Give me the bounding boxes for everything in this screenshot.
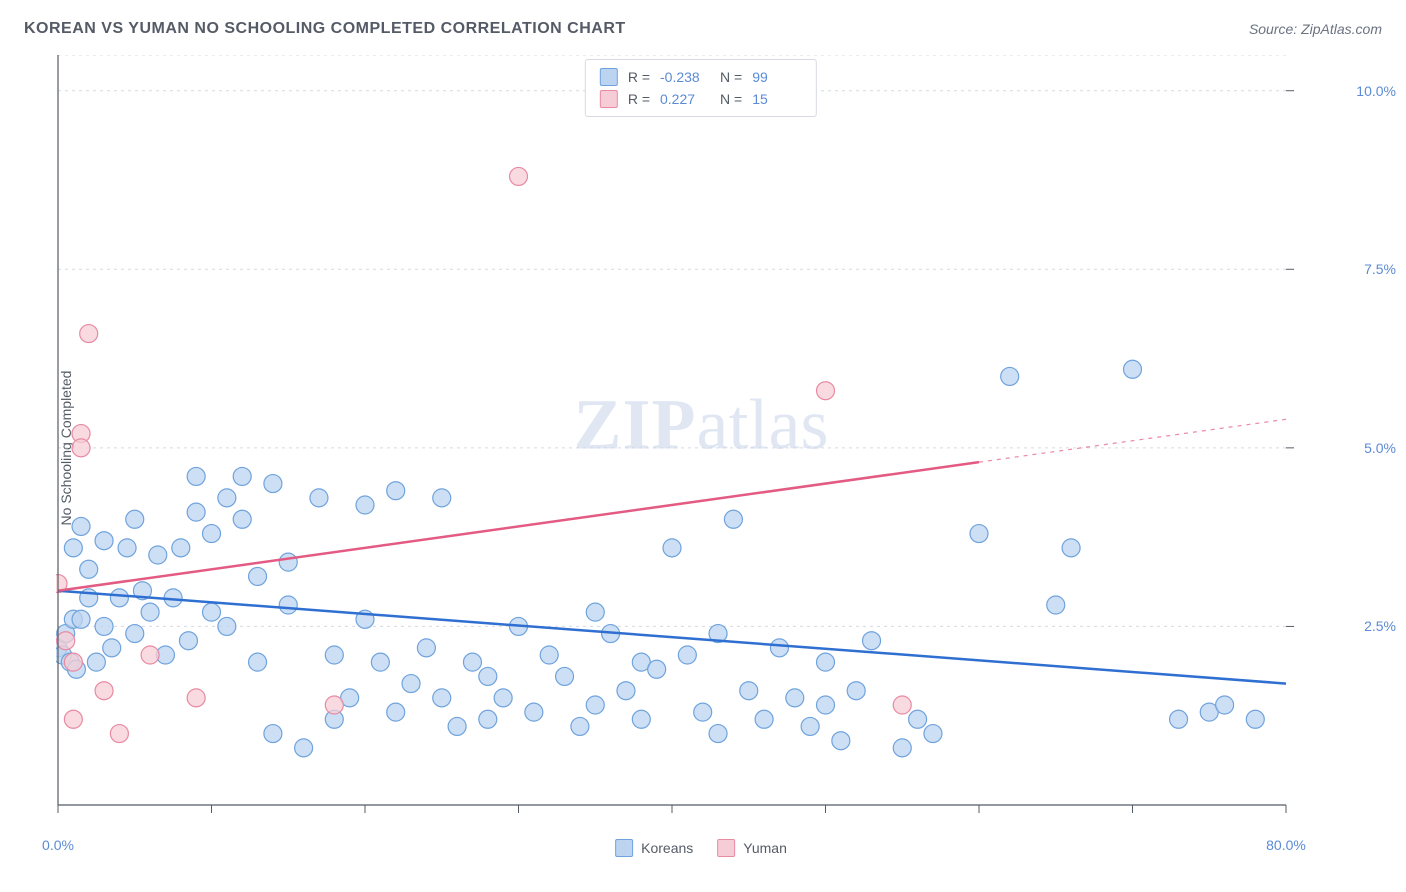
stats-r-label: R = — [628, 66, 650, 88]
chart-source: Source: ZipAtlas.com — [1249, 21, 1382, 37]
stats-n-label: N = — [720, 88, 742, 110]
x-tick-label: 0.0% — [42, 837, 74, 853]
y-tick-label: 7.5% — [1364, 261, 1396, 277]
legend-swatch — [717, 839, 735, 857]
chart-title: KOREAN VS YUMAN NO SCHOOLING COMPLETED C… — [24, 20, 626, 38]
y-tick-label: 10.0% — [1356, 83, 1396, 99]
stats-r-label: R = — [628, 88, 650, 110]
stats-n-value: 15 — [752, 88, 802, 110]
legend-item: Yuman — [717, 839, 787, 857]
series-legend: Koreans Yuman — [615, 839, 787, 857]
stats-legend: R = -0.238 N = 99 R = 0.227 N = 15 — [585, 59, 817, 117]
legend-label: Koreans — [641, 840, 693, 856]
stats-swatch — [600, 90, 618, 108]
chart-area: No Schooling Completed ZIPatlas R =-0.23… — [56, 55, 1346, 825]
stats-swatch — [600, 68, 618, 86]
legend-label: Yuman — [743, 840, 787, 856]
y-tick-label: 2.5% — [1364, 618, 1396, 634]
stats-r-value: -0.238 — [660, 66, 710, 88]
x-tick-label: 80.0% — [1266, 837, 1306, 853]
stats-n-value: 99 — [752, 66, 802, 88]
stats-n-label: N = — [720, 66, 742, 88]
stats-row: R = 0.227 N = 15 — [600, 88, 802, 110]
stats-r-value: 0.227 — [660, 88, 710, 110]
legend-swatch — [615, 839, 633, 857]
stats-row: R = -0.238 N = 99 — [600, 66, 802, 88]
y-tick-label: 5.0% — [1364, 440, 1396, 456]
scatter-plot — [56, 55, 1346, 825]
chart-header: KOREAN VS YUMAN NO SCHOOLING COMPLETED C… — [24, 20, 1382, 38]
legend-item: Koreans — [615, 839, 693, 857]
